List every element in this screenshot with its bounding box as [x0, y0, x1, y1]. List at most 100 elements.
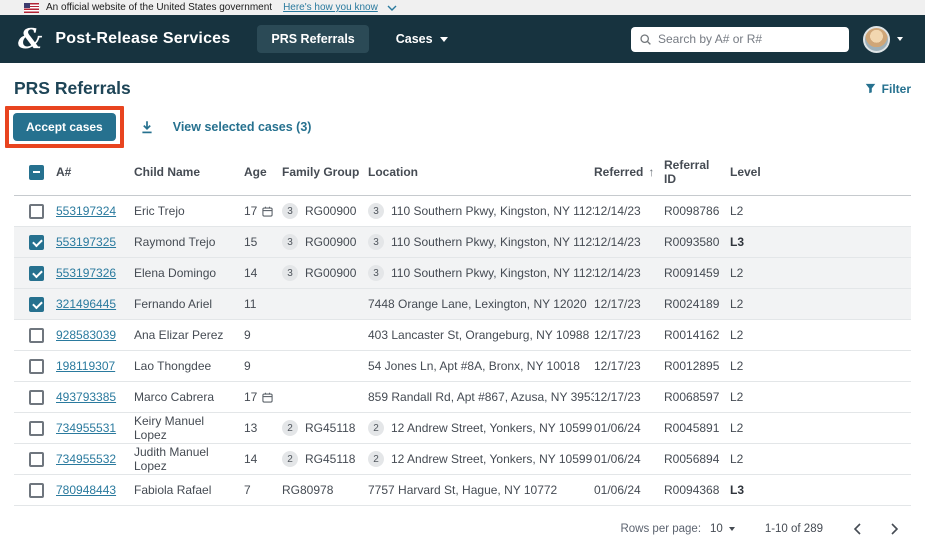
- download-icon: [142, 121, 152, 134]
- referral-id-cell: R0056894: [664, 443, 730, 475]
- referral-id-cell: R0094368: [664, 474, 730, 506]
- rows-per-page-label: Rows per page:: [620, 523, 702, 535]
- a-number-link[interactable]: 734955531: [56, 421, 117, 435]
- filter-button[interactable]: Filter: [865, 82, 911, 96]
- gov-banner: An official website of the United States…: [0, 0, 925, 15]
- level-cell: L2: [730, 412, 911, 444]
- location-cell: 7448 Orange Lane, Lexington, NY 12020: [368, 288, 594, 320]
- row-checkbox[interactable]: [29, 203, 44, 219]
- rows-per-page-select[interactable]: 10: [710, 523, 735, 535]
- nav-tab-prs-referrals[interactable]: PRS Referrals: [257, 25, 369, 53]
- level-cell: L2: [730, 443, 911, 475]
- referral-id-cell: R0093580: [664, 226, 730, 258]
- search-box[interactable]: [631, 26, 849, 52]
- family-group-count-badge: 3: [282, 234, 298, 250]
- family-group-cell: RG80978: [282, 474, 368, 506]
- child-name-cell: Lao Thongdee: [134, 350, 244, 382]
- calendar-icon: [262, 392, 273, 403]
- row-checkbox[interactable]: [29, 420, 44, 436]
- search-icon: [640, 33, 651, 45]
- child-name-cell: Keiry Manuel Lopez: [134, 412, 244, 444]
- family-group-cell: [282, 350, 368, 382]
- avatar[interactable]: [863, 25, 890, 53]
- column-header-age[interactable]: Age: [244, 154, 282, 196]
- age-cell: 13: [244, 412, 282, 444]
- age-cell: 11: [244, 288, 282, 320]
- location-count-badge: 3: [368, 203, 384, 219]
- location-count-badge: 3: [368, 234, 384, 250]
- a-number-link[interactable]: 198119307: [56, 359, 116, 373]
- chevron-right-icon: [891, 523, 899, 535]
- column-header-child-name[interactable]: Child Name: [134, 154, 244, 196]
- child-name-cell: Marco Cabrera: [134, 381, 244, 413]
- column-header-referred[interactable]: Referred ↑: [594, 154, 664, 196]
- a-number-link[interactable]: 493793385: [56, 390, 117, 404]
- age-cell: 9: [244, 350, 282, 382]
- referred-cell: 12/14/23: [594, 195, 664, 227]
- pagination-range: 1-10 of 289: [764, 523, 823, 535]
- view-selected-cases-link[interactable]: View selected cases (3): [172, 120, 312, 134]
- row-checkbox[interactable]: [29, 234, 44, 250]
- a-number-link[interactable]: 553197324: [56, 204, 117, 218]
- column-header-level[interactable]: Level: [730, 154, 911, 196]
- select-all-checkbox[interactable]: [29, 164, 44, 180]
- search-input[interactable]: [658, 32, 841, 46]
- referred-cell: 12/14/23: [594, 226, 664, 258]
- a-number-link[interactable]: 780948443: [56, 483, 117, 497]
- a-number-link[interactable]: 928583039: [56, 328, 117, 342]
- referral-id-cell: R0014162: [664, 319, 730, 351]
- column-header-anumber[interactable]: A#: [56, 154, 134, 196]
- table-row: 734955531 Keiry Manuel Lopez 13 2 RG4511…: [14, 412, 911, 444]
- calendar-icon: [262, 206, 273, 217]
- sort-ascending-icon: ↑: [648, 165, 655, 179]
- level-cell: L3: [730, 226, 911, 258]
- nav-item-cases[interactable]: Cases: [396, 32, 448, 46]
- avatar-menu-caret-icon[interactable]: [897, 37, 903, 41]
- table-header-row: A# Child Name Age Family Group Location …: [14, 154, 911, 196]
- referrals-table: A# Child Name Age Family Group Location …: [14, 154, 911, 506]
- referred-cell: 12/17/23: [594, 381, 664, 413]
- family-group-cell: [282, 381, 368, 413]
- caret-down-icon: [439, 36, 448, 42]
- a-number-link[interactable]: 321496445: [56, 297, 117, 311]
- gov-banner-link[interactable]: Here's how you know: [283, 2, 378, 13]
- accept-cases-button[interactable]: Accept cases: [13, 113, 116, 141]
- referred-cell: 01/06/24: [594, 443, 664, 475]
- row-checkbox[interactable]: [29, 327, 44, 343]
- row-checkbox[interactable]: [29, 265, 44, 281]
- referred-cell: 12/14/23: [594, 257, 664, 289]
- row-checkbox[interactable]: [29, 389, 44, 405]
- table-row: 734955532 Judith Manuel Lopez 14 2 RG451…: [14, 443, 911, 475]
- referral-id-cell: R0098786: [664, 195, 730, 227]
- location-count-badge: 2: [368, 451, 384, 467]
- location-cell: 3 110 Southern Pkwy, Kingston, NY 11232: [368, 257, 594, 289]
- location-cell: 2 12 Andrew Street, Yonkers, NY 10599: [368, 443, 594, 475]
- download-button[interactable]: [140, 120, 154, 134]
- table-row: 553197324 Eric Trejo 17 3 RG00900 3 110 …: [14, 195, 911, 227]
- next-page-button[interactable]: [891, 523, 899, 535]
- us-flag-icon: [24, 2, 39, 13]
- page-title: PRS Referrals: [14, 78, 131, 98]
- row-checkbox[interactable]: [29, 296, 44, 312]
- a-number-link[interactable]: 553197325: [56, 235, 117, 249]
- row-checkbox[interactable]: [29, 451, 44, 467]
- app-title: Post-Release Services: [55, 30, 231, 47]
- child-name-cell: Fernando Ariel: [134, 288, 244, 320]
- column-header-location[interactable]: Location: [368, 154, 594, 196]
- column-header-referral-id[interactable]: Referral ID: [664, 154, 730, 196]
- level-cell: L2: [730, 195, 911, 227]
- level-cell: L2: [730, 319, 911, 351]
- chevron-left-icon: [853, 523, 861, 535]
- family-group-cell: 3 RG00900: [282, 195, 368, 227]
- previous-page-button[interactable]: [853, 523, 861, 535]
- row-checkbox[interactable]: [29, 482, 44, 498]
- referral-id-cell: R0068597: [664, 381, 730, 413]
- column-header-family-group[interactable]: Family Group: [282, 154, 368, 196]
- a-number-link[interactable]: 553197326: [56, 266, 117, 280]
- referral-id-cell: R0091459: [664, 257, 730, 289]
- age-cell: 17: [244, 381, 282, 413]
- location-cell: 403 Lancaster St, Orangeburg, NY 10988: [368, 319, 594, 351]
- referred-cell: 01/06/24: [594, 474, 664, 506]
- row-checkbox[interactable]: [29, 358, 44, 374]
- a-number-link[interactable]: 734955532: [56, 452, 117, 466]
